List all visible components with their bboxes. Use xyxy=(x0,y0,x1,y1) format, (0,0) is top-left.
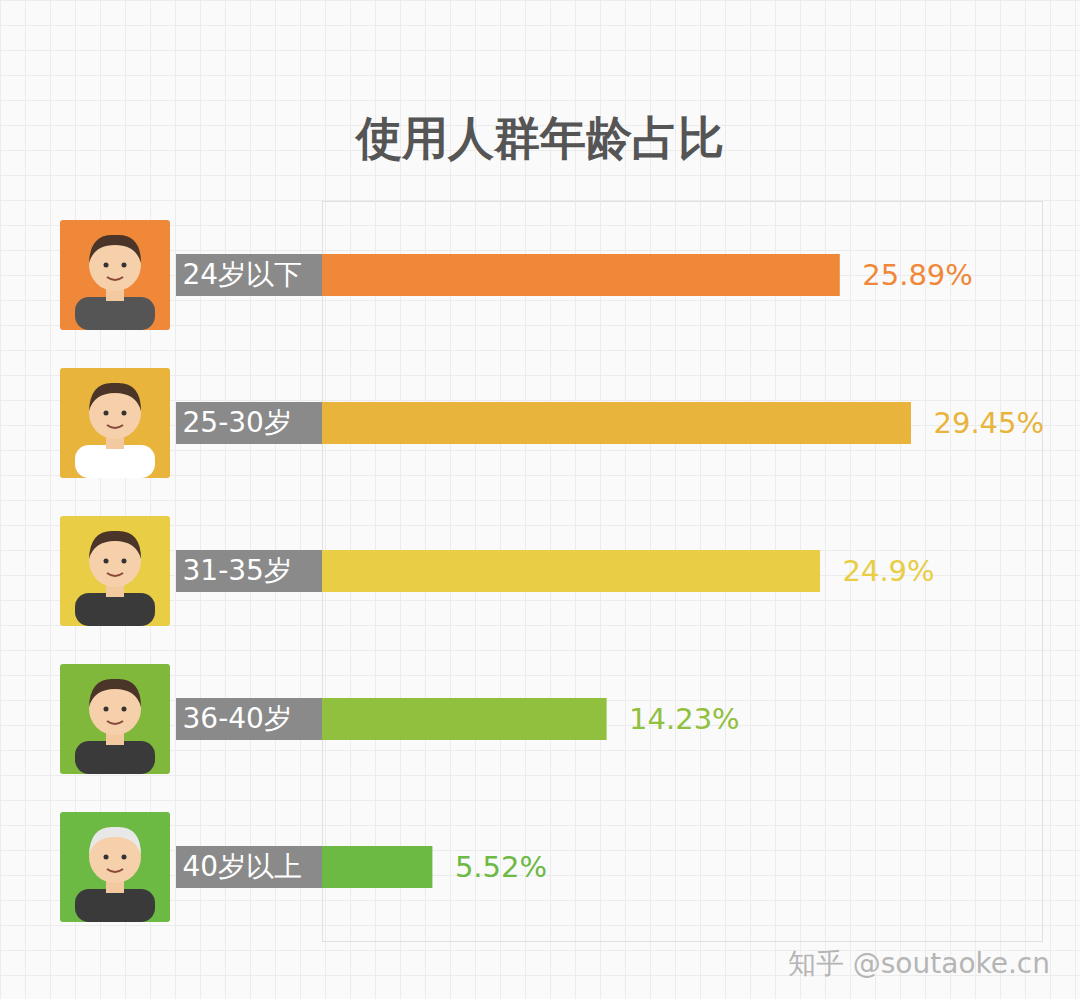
svg-text:31-35岁: 31-35岁 xyxy=(183,554,292,587)
svg-text:40岁以上: 40岁以上 xyxy=(183,850,303,883)
svg-text:5.52%: 5.52% xyxy=(455,850,547,884)
svg-text:知乎 @soutaoke.cn: 知乎 @soutaoke.cn xyxy=(788,947,1050,980)
svg-text:29.45%: 29.45% xyxy=(934,406,1045,440)
html-text:使用人群年龄占比: 使用人群年龄占比 xyxy=(356,111,724,165)
svg-text:24.9%: 24.9% xyxy=(843,554,935,588)
svg-text:25.89%: 25.89% xyxy=(862,258,973,292)
svg-text:24岁以下: 24岁以下 xyxy=(183,258,303,291)
svg-text:25-30岁: 25-30岁 xyxy=(183,406,292,439)
svg-text:36-40岁: 36-40岁 xyxy=(183,702,292,735)
svg-text:14.23%: 14.23% xyxy=(629,702,740,736)
